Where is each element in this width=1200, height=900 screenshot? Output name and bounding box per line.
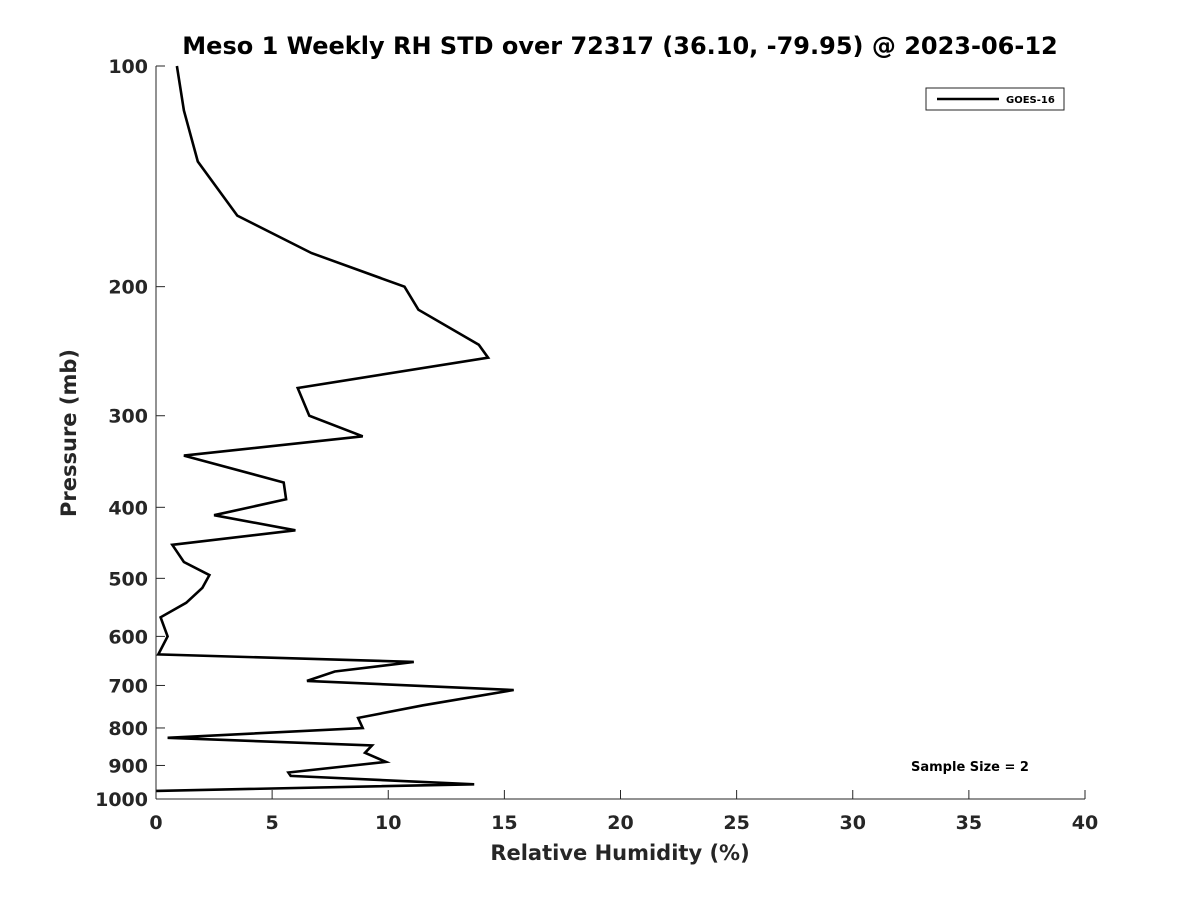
y-axis-ticks: 100 200 300 400 500 600 700 800 900 1000 [95,56,165,811]
x-tick-label: 15 [491,812,517,834]
y-tick-label: 700 [108,675,148,697]
y-tick-label: 800 [108,718,148,740]
y-tick-label: 1000 [95,789,148,811]
x-tick-label: 35 [956,812,982,834]
legend-label-goes-16: GOES-16 [1006,95,1055,106]
y-tick-label: 500 [108,568,148,590]
x-tick-label: 0 [149,812,162,834]
y-axis-label: Pressure (mb) [57,349,81,517]
y-tick-label: 300 [108,406,148,428]
x-tick-label: 40 [1072,812,1098,834]
x-axis-ticks: 0 5 10 15 20 25 30 35 40 [149,790,1098,834]
x-tick-label: 30 [840,812,866,834]
y-tick-label: 200 [108,277,148,299]
series-line-goes-16 [155,65,514,793]
sample-size-annotation: Sample Size = 2 [911,760,1029,775]
y-tick-label: 600 [108,626,148,648]
x-tick-label: 5 [266,812,279,834]
x-axis-label: Relative Humidity (%) [490,841,749,865]
x-tick-label: 25 [723,812,749,834]
x-tick-label: 10 [375,812,401,834]
y-tick-label: 400 [108,497,148,519]
y-tick-label: 900 [108,755,148,777]
chart-title: Meso 1 Weekly RH STD over 72317 (36.10, … [182,32,1057,60]
legend: GOES-16 [925,87,1065,111]
x-tick-label: 20 [607,812,633,834]
y-tick-label: 100 [108,56,148,78]
